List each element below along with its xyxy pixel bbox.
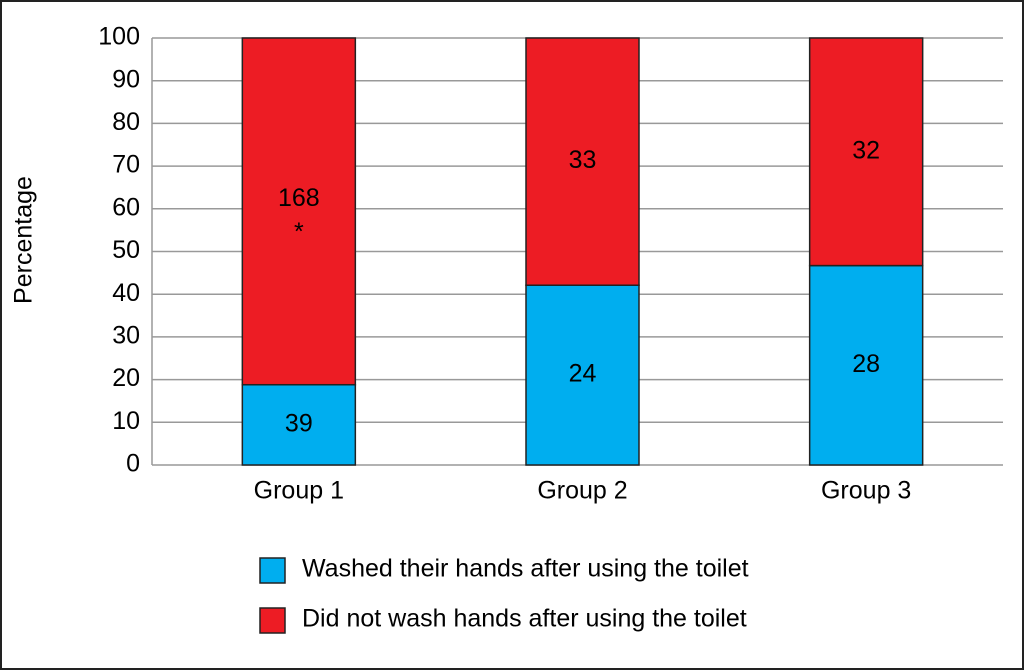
- legend-label: Did not wash hands after using the toile…: [302, 605, 747, 633]
- y-tick-label: 90: [112, 65, 140, 93]
- data-label: 39: [285, 409, 313, 437]
- annotation: *: [294, 218, 304, 246]
- bar-segment: [808, 37, 924, 267]
- y-tick-label: 70: [112, 151, 140, 179]
- bar-segment: [525, 37, 640, 286]
- bar-segment: [241, 37, 357, 386]
- data-label: 33: [569, 146, 597, 174]
- y-tick-label: 30: [112, 322, 140, 350]
- y-axis-label: Percentage: [10, 176, 38, 304]
- y-tick-label: 10: [112, 407, 140, 435]
- x-tick-label: Group 1: [254, 477, 344, 505]
- y-tick-label: 60: [112, 193, 140, 221]
- y-tick-label: 80: [112, 108, 140, 136]
- bar-segment: [808, 264, 924, 466]
- x-tick-label: Group 3: [821, 477, 911, 505]
- y-tick-label: 40: [112, 279, 140, 307]
- y-tick-label: 20: [112, 364, 140, 392]
- legend-swatch: [259, 607, 286, 634]
- y-tick-label: 100: [98, 23, 140, 51]
- legend-swatch: [259, 557, 286, 584]
- data-label: 24: [569, 360, 597, 388]
- y-tick-label: 50: [112, 236, 140, 264]
- y-tick-label: 0: [126, 450, 140, 478]
- data-label: 168: [278, 184, 320, 212]
- data-label: 32: [852, 136, 880, 164]
- data-label: 28: [852, 350, 880, 378]
- legend-label: Washed their hands after using the toile…: [302, 555, 749, 583]
- x-tick-label: Group 2: [537, 477, 627, 505]
